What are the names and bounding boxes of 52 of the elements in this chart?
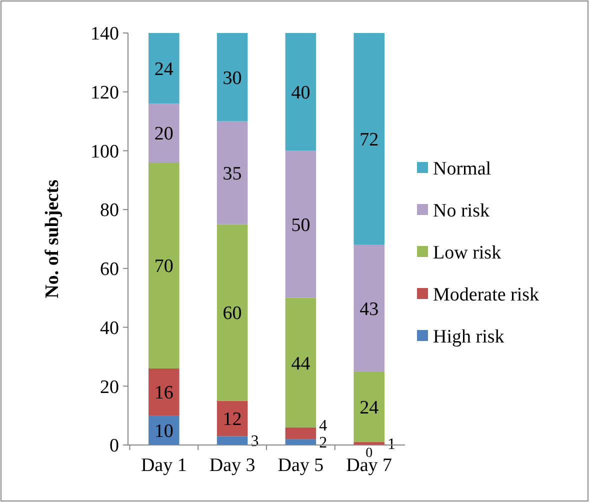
data-label: 60 — [222, 303, 242, 324]
legend-label: Low risk — [433, 242, 502, 264]
data-label: 16 — [154, 382, 174, 404]
y-axis-title: No. of subjects — [42, 180, 63, 298]
bar — [148, 104, 180, 162]
bar — [148, 368, 180, 416]
y-tick-label: 40 — [100, 318, 119, 339]
y-tick-label: 0 — [110, 436, 119, 457]
data-label: 24 — [360, 397, 380, 418]
y-tick-label: 100 — [90, 141, 119, 162]
data-label: 40 — [291, 82, 310, 104]
legend-label: Moderate risk — [433, 284, 540, 306]
x-tick-label: Day 1 — [140, 455, 187, 476]
annotation: 0 — [366, 446, 373, 461]
x-tick-label: Day 3 — [209, 455, 256, 476]
data-label: 30 — [222, 68, 242, 89]
bar — [285, 150, 316, 298]
legend-label: No risk — [433, 200, 490, 222]
data-label: 12 — [222, 409, 242, 430]
bar — [285, 427, 316, 440]
bar — [148, 162, 180, 368]
y-tick-label: 120 — [90, 82, 119, 104]
bar — [354, 33, 384, 245]
data-label: 20 — [154, 124, 174, 145]
x-tick-label: Day 5 — [278, 455, 324, 476]
data-label: 24 — [154, 58, 174, 80]
data-label: 4 — [319, 418, 328, 435]
bar — [285, 33, 316, 151]
y-tick-label: 20 — [100, 376, 119, 398]
y-tick-label: 80 — [100, 200, 119, 222]
data-label: 35 — [222, 163, 242, 184]
data-label: 50 — [291, 214, 310, 236]
bar — [148, 33, 180, 104]
bar — [216, 121, 248, 224]
data-label: 43 — [360, 298, 379, 320]
y-tick-label: 140 — [90, 24, 119, 45]
data-label: 72 — [360, 130, 379, 151]
data-label: 2 — [319, 434, 328, 452]
bar — [354, 244, 384, 372]
bar — [285, 298, 316, 428]
bar — [216, 400, 248, 436]
data-label: 10 — [154, 420, 174, 442]
y-tick-label: 60 — [100, 259, 119, 280]
bar — [216, 224, 248, 401]
legend-label: Normal — [433, 158, 492, 180]
bar — [216, 436, 248, 445]
data-label: 44 — [291, 353, 311, 374]
bar — [354, 371, 384, 442]
legend-label: High risk — [433, 326, 505, 348]
bar — [285, 439, 316, 445]
bar — [216, 33, 248, 122]
data-label: 70 — [154, 256, 174, 278]
